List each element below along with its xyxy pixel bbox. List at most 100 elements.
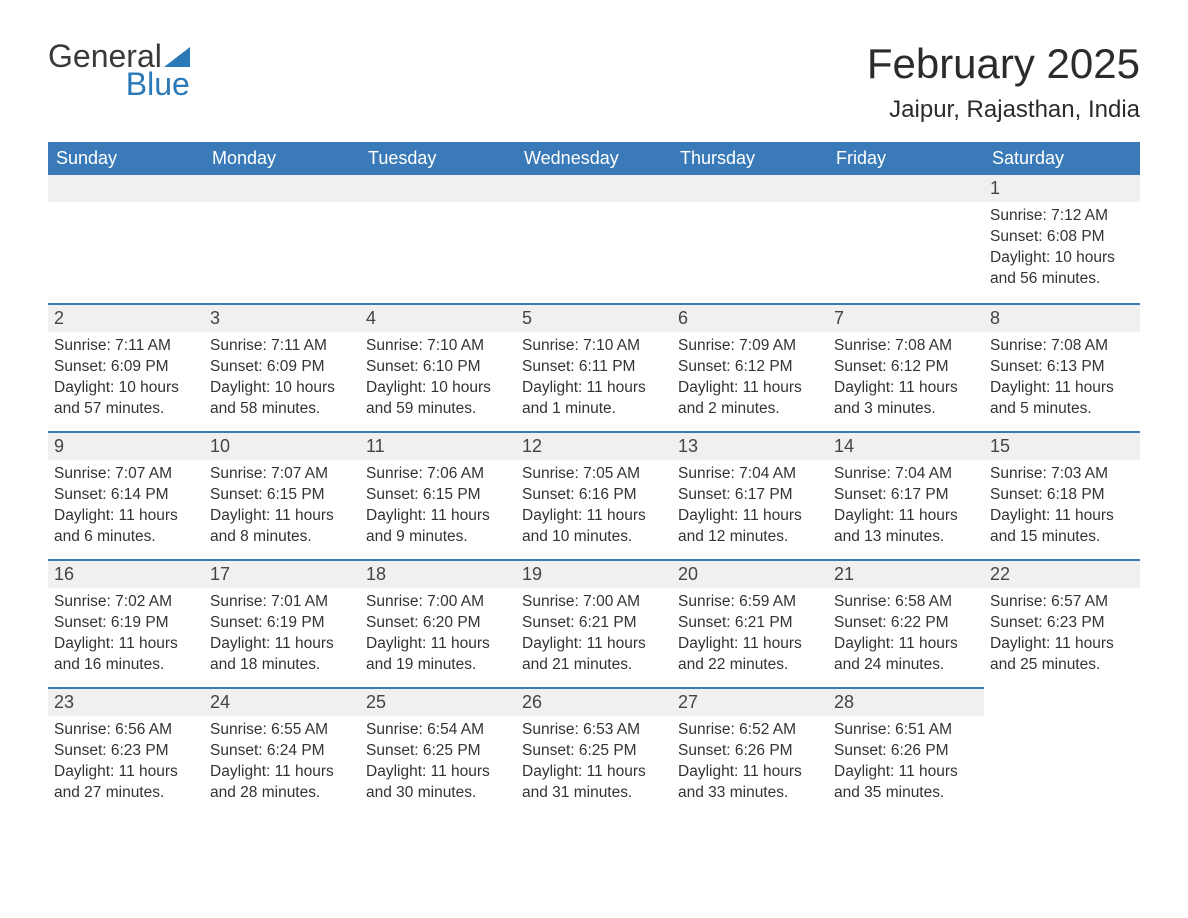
- sunset-line: Sunset: 6:24 PM: [210, 741, 354, 762]
- sunset-line: Sunset: 6:11 PM: [522, 357, 666, 378]
- empty-day-bar: [516, 175, 672, 202]
- sunrise-line: Sunrise: 6:55 AM: [210, 720, 354, 741]
- day-number: 22: [984, 559, 1140, 588]
- sunrise-line: Sunrise: 7:11 AM: [54, 336, 198, 357]
- daylight-line: Daylight: 11 hours and 9 minutes.: [366, 506, 510, 548]
- calendar-empty-cell: [984, 687, 1140, 815]
- calendar-day-cell: 7Sunrise: 7:08 AMSunset: 6:12 PMDaylight…: [828, 303, 984, 431]
- calendar-day-cell: 14Sunrise: 7:04 AMSunset: 6:17 PMDayligh…: [828, 431, 984, 559]
- daylight-line: Daylight: 11 hours and 1 minute.: [522, 378, 666, 420]
- sunset-line: Sunset: 6:18 PM: [990, 485, 1134, 506]
- daylight-line: Daylight: 11 hours and 25 minutes.: [990, 634, 1134, 676]
- brand-text: General Blue: [48, 40, 190, 100]
- header-block: General Blue February 2025 Jaipur, Rajas…: [48, 40, 1140, 124]
- day-number: 19: [516, 559, 672, 588]
- sunrise-line: Sunrise: 7:11 AM: [210, 336, 354, 357]
- sunset-line: Sunset: 6:12 PM: [678, 357, 822, 378]
- sunset-line: Sunset: 6:16 PM: [522, 485, 666, 506]
- sunrise-line: Sunrise: 7:08 AM: [834, 336, 978, 357]
- calendar-week-row: 23Sunrise: 6:56 AMSunset: 6:23 PMDayligh…: [48, 687, 1140, 815]
- sunset-line: Sunset: 6:26 PM: [678, 741, 822, 762]
- calendar-day-cell: 15Sunrise: 7:03 AMSunset: 6:18 PMDayligh…: [984, 431, 1140, 559]
- daylight-line: Daylight: 10 hours and 57 minutes.: [54, 378, 198, 420]
- day-number: 16: [48, 559, 204, 588]
- sunrise-line: Sunrise: 7:07 AM: [54, 464, 198, 485]
- calendar-header-row: SundayMondayTuesdayWednesdayThursdayFrid…: [48, 142, 1140, 175]
- sunset-line: Sunset: 6:17 PM: [834, 485, 978, 506]
- empty-day-bar: [48, 175, 204, 202]
- day-number: 2: [48, 303, 204, 332]
- weekday-header: Wednesday: [516, 142, 672, 175]
- daylight-line: Daylight: 11 hours and 18 minutes.: [210, 634, 354, 676]
- sunset-line: Sunset: 6:09 PM: [210, 357, 354, 378]
- calendar-empty-cell: [828, 175, 984, 303]
- calendar-day-cell: 8Sunrise: 7:08 AMSunset: 6:13 PMDaylight…: [984, 303, 1140, 431]
- calendar-day-cell: 3Sunrise: 7:11 AMSunset: 6:09 PMDaylight…: [204, 303, 360, 431]
- day-number: 8: [984, 303, 1140, 332]
- daylight-line: Daylight: 11 hours and 8 minutes.: [210, 506, 354, 548]
- calendar-day-cell: 28Sunrise: 6:51 AMSunset: 6:26 PMDayligh…: [828, 687, 984, 815]
- day-number: 17: [204, 559, 360, 588]
- sunrise-line: Sunrise: 7:08 AM: [990, 336, 1134, 357]
- day-number: 28: [828, 687, 984, 716]
- daylight-line: Daylight: 11 hours and 30 minutes.: [366, 762, 510, 804]
- weekday-header: Monday: [204, 142, 360, 175]
- sunrise-line: Sunrise: 7:10 AM: [522, 336, 666, 357]
- sunrise-line: Sunrise: 7:02 AM: [54, 592, 198, 613]
- day-number: 3: [204, 303, 360, 332]
- sunrise-line: Sunrise: 7:00 AM: [522, 592, 666, 613]
- daylight-line: Daylight: 11 hours and 31 minutes.: [522, 762, 666, 804]
- sunset-line: Sunset: 6:09 PM: [54, 357, 198, 378]
- sunrise-line: Sunrise: 7:01 AM: [210, 592, 354, 613]
- calendar-day-cell: 23Sunrise: 6:56 AMSunset: 6:23 PMDayligh…: [48, 687, 204, 815]
- calendar-day-cell: 10Sunrise: 7:07 AMSunset: 6:15 PMDayligh…: [204, 431, 360, 559]
- calendar-body: 1Sunrise: 7:12 AMSunset: 6:08 PMDaylight…: [48, 175, 1140, 815]
- weekday-header: Sunday: [48, 142, 204, 175]
- calendar-day-cell: 18Sunrise: 7:00 AMSunset: 6:20 PMDayligh…: [360, 559, 516, 687]
- daylight-line: Daylight: 11 hours and 15 minutes.: [990, 506, 1134, 548]
- calendar-empty-cell: [48, 175, 204, 303]
- calendar-week-row: 9Sunrise: 7:07 AMSunset: 6:14 PMDaylight…: [48, 431, 1140, 559]
- sunrise-line: Sunrise: 7:05 AM: [522, 464, 666, 485]
- sunrise-line: Sunrise: 6:51 AM: [834, 720, 978, 741]
- calendar-day-cell: 2 Sunrise: 7:11 AMSunset: 6:09 PMDaylight…: [48, 303, 204, 431]
- sunset-line: Sunset: 6:19 PM: [54, 613, 198, 634]
- sunset-line: Sunset: 6:26 PM: [834, 741, 978, 762]
- empty-day-bar: [360, 175, 516, 202]
- calendar-day-cell: 25 Sunrise: 6:54 AMSunset: 6:25 PMDayligh…: [360, 687, 516, 815]
- calendar-day-cell: 24 Sunrise: 6:55 AMSunset: 6:24 PMDayligh…: [204, 687, 360, 815]
- sunset-line: Sunset: 6:17 PM: [678, 485, 822, 506]
- sunset-line: Sunset: 6:25 PM: [366, 741, 510, 762]
- calendar-day-cell: 11Sunrise: 7:06 AMSunset: 6:15 PMDayligh…: [360, 431, 516, 559]
- calendar-day-cell: 20Sunrise: 6:59 AMSunset: 6:21 PMDayligh…: [672, 559, 828, 687]
- daylight-line: Daylight: 10 hours and 59 minutes.: [366, 378, 510, 420]
- day-number: 21: [828, 559, 984, 588]
- daylight-line: Daylight: 11 hours and 28 minutes.: [210, 762, 354, 804]
- calendar-week-row: 16Sunrise: 7:02 AMSunset: 6:19 PMDayligh…: [48, 559, 1140, 687]
- empty-day-bar: [828, 175, 984, 202]
- day-number: 24: [204, 687, 360, 716]
- sunrise-line: Sunrise: 6:59 AM: [678, 592, 822, 613]
- calendar-day-cell: 26Sunrise: 6:53 AMSunset: 6:25 PMDayligh…: [516, 687, 672, 815]
- sunset-line: Sunset: 6:23 PM: [990, 613, 1134, 634]
- day-number: 6: [672, 303, 828, 332]
- calendar-day-cell: 4Sunrise: 7:10 AMSunset: 6:10 PMDaylight…: [360, 303, 516, 431]
- day-number: 12: [516, 431, 672, 460]
- day-number: 26: [516, 687, 672, 716]
- calendar-day-cell: 1Sunrise: 7:12 AMSunset: 6:08 PMDaylight…: [984, 175, 1140, 303]
- sunset-line: Sunset: 6:15 PM: [366, 485, 510, 506]
- day-number: 7: [828, 303, 984, 332]
- calendar-day-cell: 17Sunrise: 7:01 AMSunset: 6:19 PMDayligh…: [204, 559, 360, 687]
- day-number: 25: [360, 687, 516, 716]
- day-number: 4: [360, 303, 516, 332]
- daylight-line: Daylight: 11 hours and 16 minutes.: [54, 634, 198, 676]
- sunset-line: Sunset: 6:23 PM: [54, 741, 198, 762]
- weekday-header: Thursday: [672, 142, 828, 175]
- daylight-line: Daylight: 11 hours and 33 minutes.: [678, 762, 822, 804]
- sunrise-line: Sunrise: 7:04 AM: [834, 464, 978, 485]
- daylight-line: Daylight: 11 hours and 24 minutes.: [834, 634, 978, 676]
- title-block: February 2025 Jaipur, Rajasthan, India: [867, 40, 1140, 124]
- sunset-line: Sunset: 6:12 PM: [834, 357, 978, 378]
- sunrise-line: Sunrise: 6:54 AM: [366, 720, 510, 741]
- day-number: 9: [48, 431, 204, 460]
